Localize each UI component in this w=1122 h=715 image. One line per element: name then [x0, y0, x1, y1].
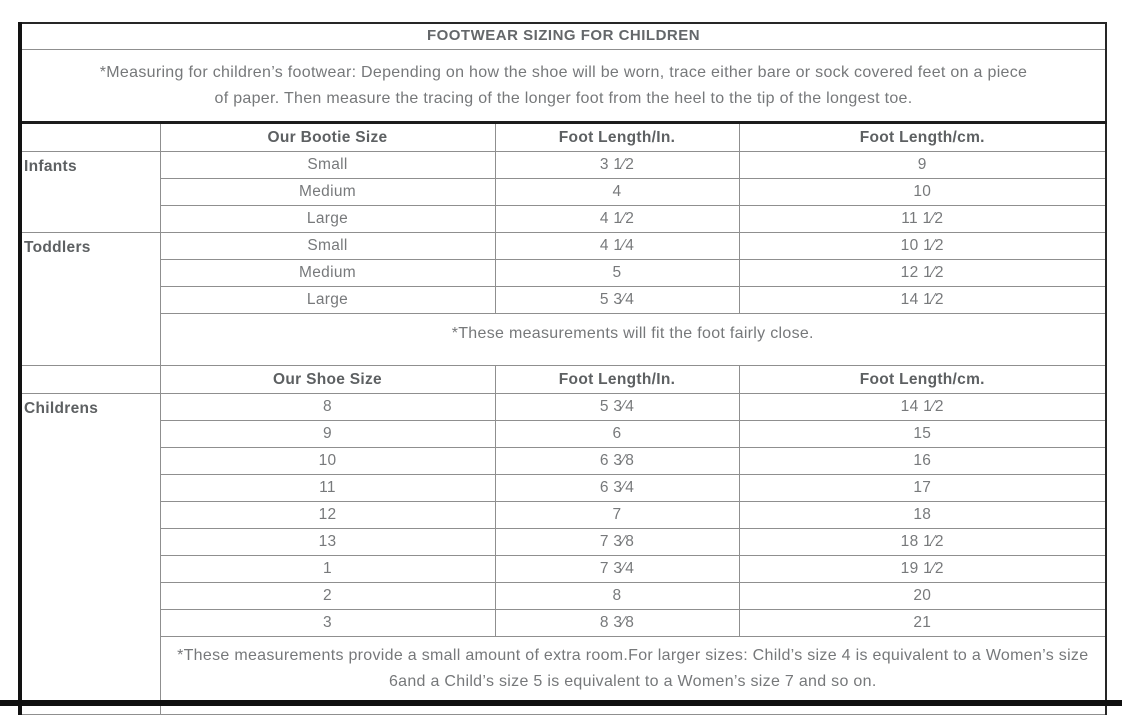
inch-cell: 7 3⁄4	[494, 555, 740, 583]
inch-cell: 6 3⁄8	[494, 447, 740, 475]
size-cell: Medium	[159, 259, 496, 287]
column-header-foot-length-in: Foot Length/In.	[494, 122, 740, 152]
inch-cell: 6 3⁄4	[494, 474, 740, 502]
size-cell: 9	[159, 420, 496, 448]
inch-cell: 6	[494, 420, 740, 448]
inch-cell: 3 1⁄2	[494, 151, 740, 179]
bootie-fit-note: *These measurements will fit the foot fa…	[159, 313, 1107, 366]
size-cell: Large	[159, 205, 496, 233]
inch-cell: 5 3⁄4	[494, 286, 740, 314]
title-row: FOOTWEAR SIZING FOR CHILDREN	[19, 22, 1107, 50]
table-row: 9 6 15	[20, 420, 1107, 448]
size-cell: 8	[159, 393, 496, 421]
inch-cell: 8	[494, 582, 740, 610]
footwear-sizing-table: FOOTWEAR SIZING FOR CHILDREN *Measuring …	[18, 22, 1108, 715]
inch-cell: 7 3⁄8	[494, 528, 740, 556]
empty-corner-cell	[19, 365, 161, 394]
shoe-header-row: Our Shoe Size Foot Length/In. Foot Lengt…	[19, 365, 1107, 394]
column-header-foot-length-in: Foot Length/In.	[494, 365, 740, 394]
size-cell: Large	[159, 286, 496, 314]
size-cell: 2	[159, 582, 496, 610]
size-cell: Small	[159, 232, 496, 260]
measuring-note: *Measuring for children’s footwear: Depe…	[99, 63, 1028, 107]
table-row: Large 5 3⁄4 14 1⁄2	[20, 286, 1107, 314]
table-row: 12 7 18	[20, 501, 1107, 529]
cm-cell: 9	[738, 151, 1107, 179]
cm-cell: 10	[738, 178, 1107, 206]
table-row: Infants Small 3 1⁄2 9	[19, 151, 1107, 233]
column-header-shoe-size: Our Shoe Size	[159, 365, 496, 394]
group-label-infants: Infants	[19, 151, 161, 233]
cm-cell: 21	[738, 609, 1107, 637]
table-row: Medium 4 10	[20, 178, 1107, 206]
bootie-note-row: *These measurements will fit the foot fa…	[20, 313, 1107, 366]
cm-cell: 10 1⁄2	[738, 232, 1107, 260]
group-label-toddlers: Toddlers	[19, 232, 161, 366]
column-header-foot-length-cm: Foot Length/cm.	[738, 122, 1107, 152]
table-row: Medium 5 12 1⁄2	[20, 259, 1107, 287]
table-row: Large 4 1⁄2 11 1⁄2	[20, 205, 1107, 233]
cm-cell: 19 1⁄2	[738, 555, 1107, 583]
size-cell: 11	[159, 474, 496, 502]
cm-cell: 14 1⁄2	[738, 393, 1107, 421]
page-title: FOOTWEAR SIZING FOR CHILDREN	[19, 22, 1107, 50]
cm-cell: 14 1⁄2	[738, 286, 1107, 314]
sizing-sheet: FOOTWEAR SIZING FOR CHILDREN *Measuring …	[18, 22, 1108, 715]
size-cell: Small	[159, 151, 496, 179]
size-cell: 12	[159, 501, 496, 529]
size-cell: Medium	[159, 178, 496, 206]
table-row: 1 7 3⁄4 19 1⁄2	[20, 555, 1107, 583]
shoe-extra-room-note-text: *These measurements provide a small amou…	[177, 647, 1089, 690]
bootie-fit-note-text: *These measurements will fit the foot fa…	[451, 325, 814, 342]
size-cell: 13	[159, 528, 496, 556]
table-row: 3 8 3⁄8 21	[20, 609, 1107, 637]
inch-cell: 4 1⁄2	[494, 205, 740, 233]
inch-cell: 4 1⁄4	[494, 232, 740, 260]
inch-cell: 5 3⁄4	[494, 393, 740, 421]
table-row: 13 7 3⁄8 18 1⁄2	[20, 528, 1107, 556]
table-row: Toddlers Small 4 1⁄4 10 1⁄2	[19, 232, 1107, 366]
bootie-header-row: Our Bootie Size Foot Length/In. Foot Len…	[19, 122, 1107, 152]
cm-cell: 12 1⁄2	[738, 259, 1107, 287]
inch-cell: 5	[494, 259, 740, 287]
cm-cell: 20	[738, 582, 1107, 610]
table-row: 2 8 20	[20, 582, 1107, 610]
size-cell: 3	[159, 609, 496, 637]
table-row: 10 6 3⁄8 16	[20, 447, 1107, 475]
empty-corner-cell	[19, 122, 161, 152]
measuring-note-cell: *Measuring for children’s footwear: Depe…	[19, 49, 1107, 124]
group-label-childrens: Childrens	[19, 393, 161, 715]
inch-cell: 8 3⁄8	[494, 609, 740, 637]
cm-cell: 11 1⁄2	[738, 205, 1107, 233]
table-row: Childrens 8 5 3⁄4 14 1⁄2	[19, 393, 1107, 715]
cm-cell: 17	[738, 474, 1107, 502]
table-row: 11 6 3⁄4 17	[20, 474, 1107, 502]
size-cell: 10	[159, 447, 496, 475]
cm-cell: 15	[738, 420, 1107, 448]
column-header-bootie-size: Our Bootie Size	[159, 122, 496, 152]
column-header-foot-length-cm: Foot Length/cm.	[738, 365, 1107, 394]
cm-cell: 16	[738, 447, 1107, 475]
cm-cell: 18	[738, 501, 1107, 529]
cm-cell: 18 1⁄2	[738, 528, 1107, 556]
measuring-note-row: *Measuring for children’s footwear: Depe…	[19, 49, 1107, 124]
inch-cell: 4	[494, 178, 740, 206]
size-cell: 1	[159, 555, 496, 583]
inch-cell: 7	[494, 501, 740, 529]
bottom-border-band	[0, 700, 1122, 706]
